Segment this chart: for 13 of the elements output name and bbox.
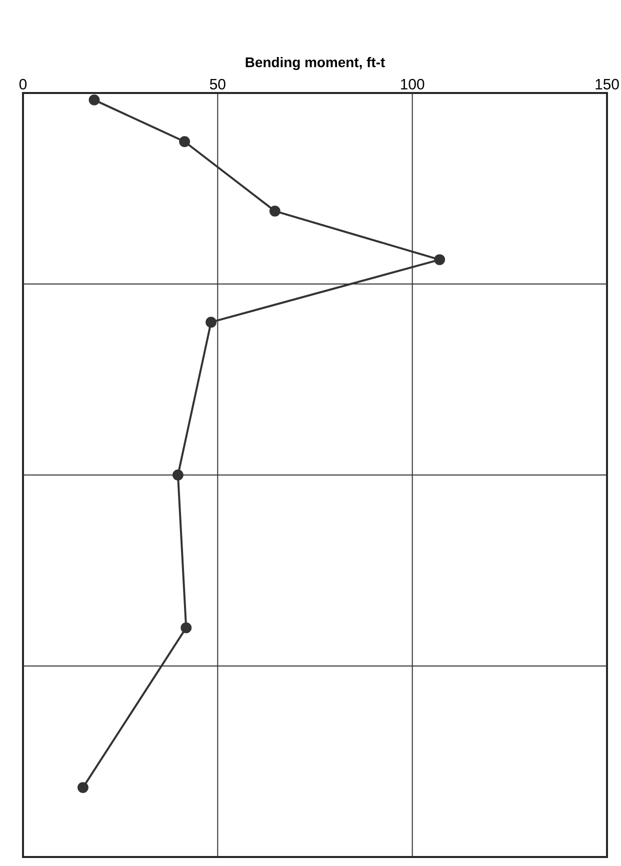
x-tick-label: 50 — [210, 78, 226, 90]
point — [206, 316, 217, 328]
x-tick-label: 0 — [19, 78, 27, 90]
point — [88, 94, 100, 106]
point — [180, 622, 192, 634]
x-tick-label: 150 — [596, 78, 619, 90]
point — [269, 206, 280, 217]
point — [77, 782, 88, 794]
x-tick-label: 100 — [401, 78, 424, 90]
point — [434, 254, 446, 266]
point — [172, 470, 184, 480]
x-axis-title: Bending moment, ft-t — [246, 56, 385, 70]
point — [179, 136, 190, 148]
